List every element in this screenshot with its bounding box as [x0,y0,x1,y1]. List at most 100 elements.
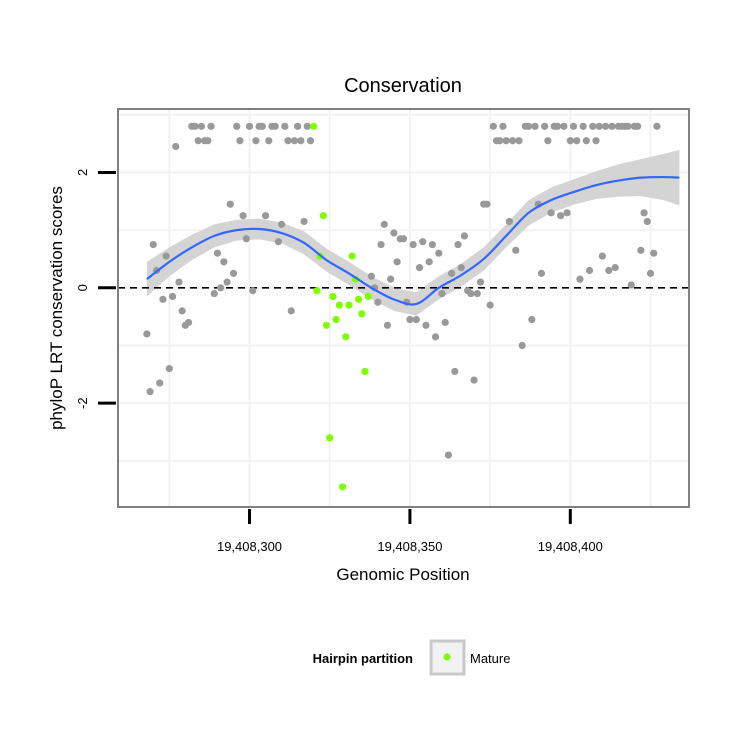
data-point-mature [364,292,372,301]
data-point-other [473,289,481,298]
data-point-other [566,137,574,145]
data-point-other [582,137,590,145]
y-tick-label: 2 [75,169,90,176]
data-point-other [499,122,507,130]
data-point-mature [361,367,369,376]
data-point-other [563,209,571,217]
legend-title: Hairpin partition [313,651,413,666]
data-point-other [306,137,315,145]
data-point-other [518,341,526,350]
y-tick-label: 0 [75,284,90,291]
data-point-mature [345,301,353,309]
data-point-other [149,240,157,249]
y-axis-ticks: -2 0 2 [75,169,116,409]
legend-key-mature-dot [443,653,451,661]
data-point-other [159,295,167,303]
data-point-other [146,388,154,396]
data-point-other [191,122,199,130]
data-point-other [242,235,250,243]
data-point-other [560,122,568,130]
data-point-other [409,240,417,249]
x-tick-label: 19,408,350 [377,539,442,554]
data-point-other [197,122,206,130]
data-point-mature [319,212,327,220]
data-point-other [483,200,491,208]
data-point-other [627,281,635,289]
data-point-other [287,307,295,315]
data-point-other [236,137,244,145]
data-point-other [435,249,443,257]
data-point-other [220,258,228,266]
data-point-other [515,137,523,145]
data-point-other [576,275,584,283]
panel-border [117,108,690,508]
legend: Hairpin partition Mature [313,639,510,676]
data-point-other [399,235,408,243]
data-point-other [261,212,270,220]
confidence-band-area [146,149,680,316]
data-point-other [281,122,289,130]
data-point-other [249,287,257,295]
data-point-other [156,379,164,387]
data-point-other [451,367,459,376]
data-point-other [531,122,539,130]
smooth-curve [146,175,680,306]
data-point-other [605,266,613,275]
data-point-other [441,318,449,327]
data-point-other [226,200,234,208]
data-point-other [640,209,648,217]
data-point-other [210,289,218,298]
data-point-other [653,122,661,130]
data-point-other [595,122,603,130]
data-point-other [528,315,536,324]
data-point-other [569,122,578,130]
data-point-other [162,252,170,260]
data-point-other [508,137,517,145]
data-point-other [489,122,497,130]
points-mature [310,122,372,491]
smooth-curve-line [146,175,680,306]
data-point-other [608,122,616,130]
data-point-other [419,238,427,246]
legend-label-mature: Mature [470,651,510,666]
chart-title: Conservation [344,75,462,97]
data-point-other [239,212,247,220]
data-point-mature [354,295,363,303]
data-point-other [637,246,645,254]
data-point-other [178,307,186,315]
data-point-mature [329,292,337,301]
data-point-other [541,122,549,130]
data-point-other [643,217,651,226]
data-point-other [624,122,632,130]
data-point-other [252,137,260,145]
data-point-other [428,240,436,249]
x-tick-label: 19,408,300 [217,539,282,554]
data-point-other [284,137,292,145]
data-point-mature [313,287,321,295]
data-point-other [553,122,562,130]
y-tick-label: -2 [75,397,90,409]
x-axis-ticks: 19,408,300 19,408,350 19,408,400 [217,509,603,554]
data-point-other [367,272,376,280]
data-point-other [592,137,600,145]
x-axis-title: Genomic Position [336,565,469,584]
data-point-mature [342,333,350,341]
data-point-other [415,264,424,272]
data-point-other [476,278,485,286]
data-point-other [245,122,254,130]
data-point-other [406,315,414,324]
data-point-other [274,238,282,246]
data-point-other [589,122,597,130]
data-point-other [207,122,215,130]
points-other [143,122,661,459]
data-point-other [229,269,238,277]
data-point-other [184,318,193,327]
data-point-other [290,137,299,145]
data-point-other [454,240,462,249]
data-point-other [143,330,151,338]
data-point-other [486,301,494,309]
data-point-other [585,266,594,275]
data-point-mature [332,315,340,324]
data-point-other [422,321,430,329]
